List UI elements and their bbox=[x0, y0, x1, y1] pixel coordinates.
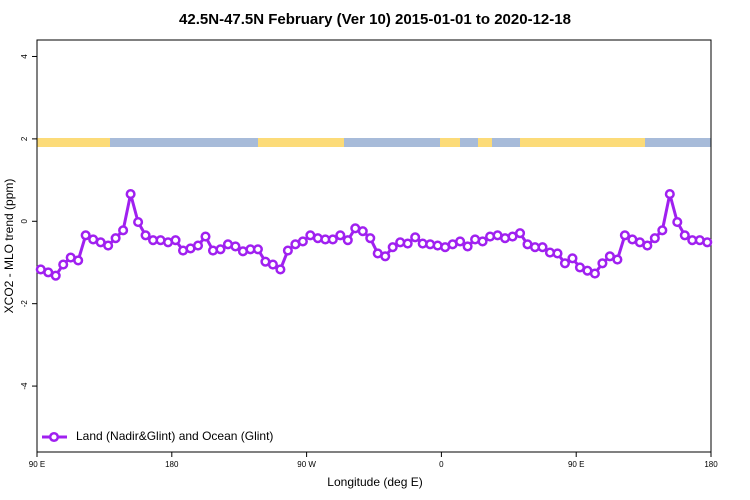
chart-title: 42.5N-47.5N February (Ver 10) 2015-01-01… bbox=[179, 11, 571, 28]
data-point bbox=[619, 230, 630, 241]
data-point bbox=[118, 225, 129, 236]
data-point bbox=[252, 244, 263, 255]
x-tick-label: 0 bbox=[439, 460, 444, 469]
data-point bbox=[642, 240, 653, 251]
data-point bbox=[567, 253, 578, 264]
y-tick-label: 4 bbox=[20, 54, 29, 59]
y-tick-label: -2 bbox=[20, 300, 29, 308]
data-point bbox=[672, 217, 683, 228]
legend-marker bbox=[48, 431, 60, 443]
y-tick-label: -4 bbox=[20, 382, 29, 390]
x-tick-label: 180 bbox=[704, 460, 718, 469]
data-point bbox=[282, 245, 293, 256]
data-point bbox=[657, 225, 668, 236]
land-band bbox=[478, 138, 492, 147]
land-band bbox=[440, 138, 460, 147]
data-point bbox=[664, 189, 675, 200]
data-point bbox=[462, 241, 473, 252]
data-point bbox=[73, 255, 84, 266]
data-point bbox=[514, 228, 526, 239]
data-point bbox=[58, 259, 69, 270]
data-point bbox=[702, 237, 713, 248]
y-axis-label: XCO2 - MLO trend (ppm) bbox=[2, 179, 16, 314]
x-tick-label: 90 E bbox=[29, 460, 45, 469]
data-point bbox=[275, 264, 286, 275]
data-point bbox=[50, 270, 61, 281]
data-point bbox=[649, 233, 660, 244]
data-point bbox=[380, 251, 391, 262]
x-tick-label: 90 W bbox=[297, 460, 316, 469]
data-point bbox=[559, 258, 571, 269]
data-point bbox=[327, 234, 338, 245]
data-point bbox=[552, 248, 563, 259]
plot-frame bbox=[36, 39, 712, 453]
data-point bbox=[477, 236, 488, 247]
data-point bbox=[679, 230, 690, 241]
data-point bbox=[133, 217, 144, 228]
data-point bbox=[170, 235, 181, 246]
ocean-band bbox=[37, 138, 711, 147]
legend-label: Land (Nadir&Glint) and Ocean (Glint) bbox=[76, 429, 273, 443]
land-band bbox=[258, 138, 344, 147]
data-point bbox=[200, 231, 211, 242]
data-point bbox=[192, 240, 204, 251]
data-point bbox=[612, 254, 623, 265]
data-point bbox=[357, 226, 368, 237]
data-point bbox=[589, 268, 600, 279]
land-band bbox=[520, 138, 645, 147]
data-point bbox=[410, 232, 421, 243]
land-band bbox=[37, 138, 110, 147]
data-point bbox=[140, 230, 151, 241]
data-point bbox=[230, 241, 241, 252]
data-point bbox=[455, 236, 466, 247]
data-point bbox=[267, 259, 278, 270]
data-point bbox=[103, 240, 114, 251]
data-point bbox=[110, 233, 121, 244]
land-ocean-strip bbox=[37, 138, 711, 147]
data-point bbox=[402, 238, 413, 249]
data-point bbox=[335, 230, 346, 241]
data-point bbox=[387, 242, 398, 253]
y-tick-label: 0 bbox=[20, 219, 29, 224]
data-point bbox=[537, 242, 548, 253]
x-tick-label: 180 bbox=[165, 460, 179, 469]
data-point bbox=[365, 233, 376, 244]
data-point bbox=[297, 236, 308, 247]
x-axis-label: Longitude (deg E) bbox=[327, 475, 422, 489]
data-point bbox=[215, 244, 226, 255]
data-point bbox=[342, 235, 353, 246]
data-point bbox=[80, 230, 91, 241]
x-tick-label: 90 E bbox=[568, 460, 584, 469]
y-tick-label: 2 bbox=[20, 136, 29, 141]
data-point bbox=[597, 258, 608, 269]
data-point bbox=[125, 189, 136, 200]
